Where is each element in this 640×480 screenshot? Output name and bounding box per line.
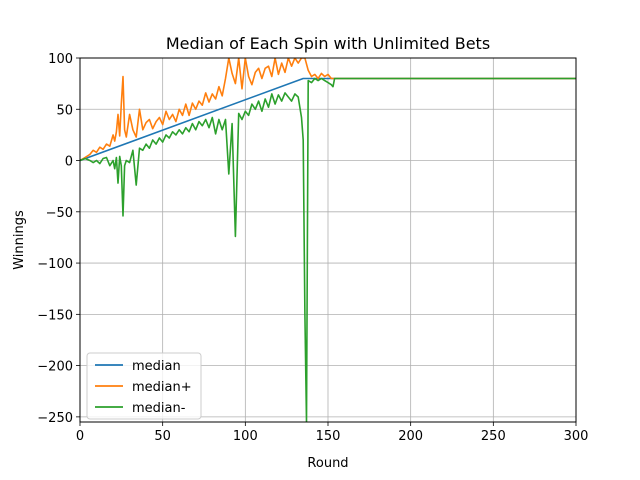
x-tick-label: 250 — [481, 429, 506, 444]
series-line-median+ — [80, 58, 576, 162]
y-tick-label: 0 — [65, 155, 73, 170]
y-tick-label: −150 — [37, 308, 73, 323]
y-axis-label: Winnings — [12, 210, 27, 270]
chart-title: Median of Each Spin with Unlimited Bets — [166, 34, 490, 53]
legend-box — [86, 352, 202, 420]
x-tick-label: 200 — [398, 429, 423, 444]
legend: median median+ median- — [86, 352, 202, 420]
series-layer — [80, 58, 576, 422]
x-tick-label: 300 — [564, 429, 589, 444]
y-tick-label: 100 — [48, 52, 73, 67]
y-tick-label: −50 — [46, 206, 73, 221]
axis-ticks: 0 50 100 150 200 250 300 100 50 0 −50 −100 −150 −200 −… — [37, 52, 588, 444]
x-tick-label: 50 — [154, 429, 171, 444]
x-tick-label: 0 — [76, 429, 84, 444]
x-tick-label: 100 — [233, 429, 258, 444]
x-axis-label: Round — [307, 456, 348, 471]
y-tick-label: −250 — [37, 411, 73, 426]
legend-label: median — [132, 359, 181, 374]
y-tick-label: −100 — [37, 257, 73, 272]
y-tick-label: 50 — [56, 103, 73, 118]
series-line-median- — [80, 77, 576, 422]
y-tick-label: −200 — [37, 360, 73, 375]
legend-label: median+ — [132, 380, 192, 395]
x-tick-label: 150 — [316, 429, 341, 444]
legend-label: median- — [132, 401, 186, 416]
